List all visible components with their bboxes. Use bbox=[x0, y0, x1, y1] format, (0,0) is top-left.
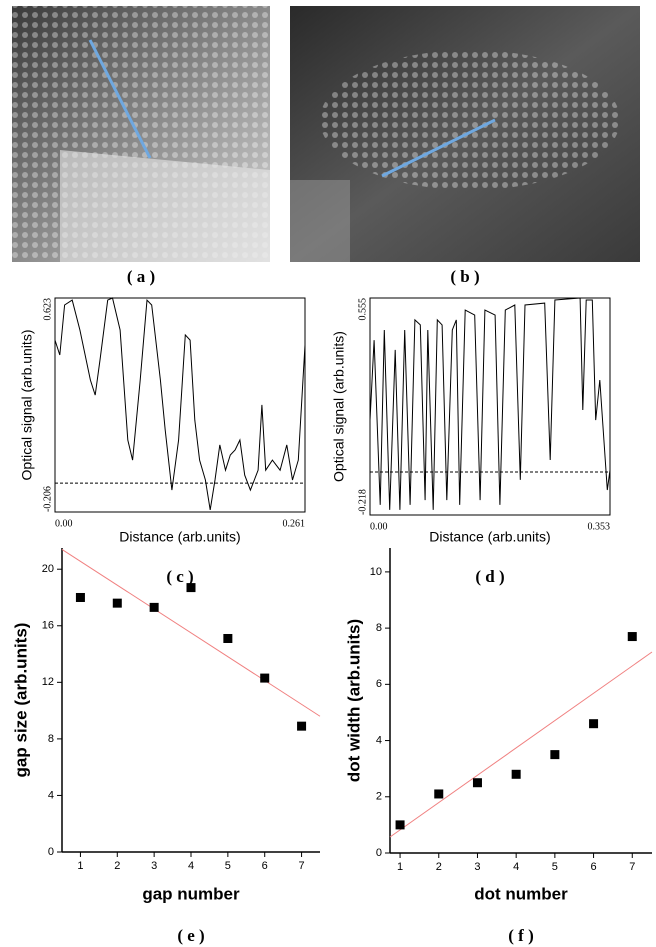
data-point bbox=[627, 632, 637, 642]
x-axis-label: Distance (arb.units) bbox=[429, 529, 550, 545]
signal-line bbox=[369, 297, 611, 510]
y-axis-label: Optical signal (arb.units) bbox=[331, 331, 347, 482]
data-point bbox=[297, 721, 307, 731]
x-tick-label: 0.261 bbox=[283, 518, 306, 529]
x-tick-label: 4 bbox=[513, 861, 519, 873]
y-tick-label: 10 bbox=[370, 566, 382, 578]
image-caption: ( b ) bbox=[450, 267, 479, 286]
y-tick-label: 8 bbox=[48, 733, 54, 745]
image-caption: ( a ) bbox=[127, 267, 155, 286]
chart-caption: ( c ) bbox=[166, 567, 193, 586]
x-tick-label: 6 bbox=[262, 860, 268, 872]
chart-caption: ( d ) bbox=[475, 567, 504, 586]
fit-line bbox=[389, 651, 653, 838]
x-tick-label: 1 bbox=[397, 861, 403, 873]
plot-frame bbox=[369, 297, 611, 516]
chart-caption: ( e ) bbox=[177, 926, 204, 945]
y-axis-label: dot width (arb.units) bbox=[344, 619, 363, 782]
data-point bbox=[472, 778, 482, 788]
x-tick-label: 0.00 bbox=[55, 518, 73, 529]
data-point bbox=[223, 633, 233, 643]
y-tick-label: 16 bbox=[42, 620, 54, 632]
x-tick-label: 2 bbox=[114, 860, 120, 872]
y-tick-label: 0 bbox=[48, 846, 54, 858]
x-tick-label: 5 bbox=[552, 861, 558, 873]
signal-line bbox=[54, 297, 306, 510]
y-tick-label: 4 bbox=[48, 789, 54, 801]
y-tick-label: 0.623 bbox=[42, 298, 53, 321]
x-tick-label: 7 bbox=[299, 860, 305, 872]
data-point bbox=[112, 598, 122, 608]
plot-frame bbox=[54, 297, 306, 513]
data-point bbox=[589, 719, 599, 729]
y-axis-label: Optical signal (arb.units) bbox=[19, 330, 35, 481]
data-point bbox=[186, 583, 196, 593]
data-point bbox=[511, 769, 521, 779]
data-point bbox=[550, 750, 560, 760]
chart-caption: ( f ) bbox=[508, 926, 533, 945]
x-tick-label: 0.00 bbox=[370, 521, 388, 532]
x-tick-label: 6 bbox=[591, 861, 597, 873]
x-tick-label: 4 bbox=[188, 860, 194, 872]
image-a bbox=[12, 6, 270, 262]
y-axis-label: gap size (arb.units) bbox=[11, 623, 30, 778]
x-axis-label: Distance (arb.units) bbox=[119, 529, 240, 545]
data-point bbox=[149, 602, 159, 612]
data-point bbox=[260, 673, 270, 683]
x-tick-label: 3 bbox=[474, 861, 480, 873]
y-tick-label: -0.218 bbox=[357, 489, 368, 515]
y-tick-label: 12 bbox=[42, 676, 54, 688]
y-tick-label: 4 bbox=[376, 734, 382, 746]
image-b bbox=[290, 6, 640, 262]
x-tick-label: 3 bbox=[151, 860, 157, 872]
data-point bbox=[434, 789, 444, 799]
y-tick-label: 8 bbox=[376, 622, 382, 634]
x-tick-label: 7 bbox=[629, 861, 635, 873]
x-axis-label: gap number bbox=[142, 884, 240, 903]
y-tick-label: 0.555 bbox=[357, 298, 368, 321]
y-tick-label: 2 bbox=[376, 791, 382, 803]
y-tick-label: 6 bbox=[376, 678, 382, 690]
data-point bbox=[75, 592, 85, 602]
x-tick-label: 2 bbox=[436, 861, 442, 873]
y-tick-label: 20 bbox=[42, 563, 54, 575]
fit-line bbox=[61, 548, 321, 717]
x-tick-label: 5 bbox=[225, 860, 231, 872]
x-tick-label: 1 bbox=[77, 860, 83, 872]
y-tick-label: -0.206 bbox=[42, 486, 53, 512]
data-point bbox=[395, 820, 405, 830]
x-tick-label: 0.353 bbox=[588, 521, 611, 532]
y-tick-label: 0 bbox=[376, 847, 382, 859]
x-axis-label: dot number bbox=[474, 884, 568, 903]
